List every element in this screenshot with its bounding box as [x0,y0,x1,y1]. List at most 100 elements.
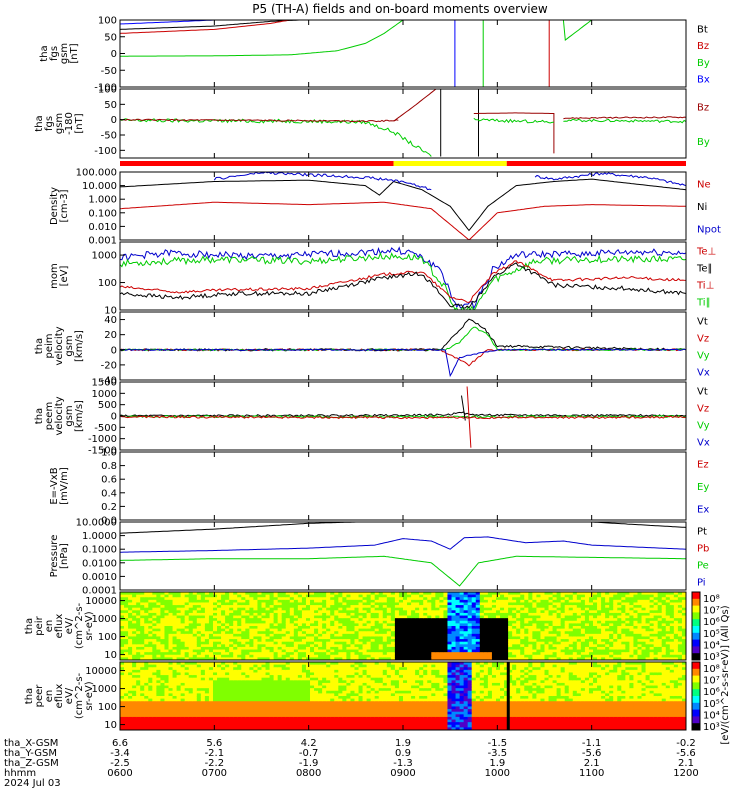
heatmap-cell [318,612,323,617]
heatmap-cell [233,615,238,619]
heatmap-cell [245,719,250,723]
legend-entry: Ti⊥ [696,281,714,292]
heatmap-cell [168,716,174,721]
heatmap-cell [204,706,210,710]
heatmap-cell [390,631,396,635]
heatmap-cell [204,612,210,617]
heatmap-cell [233,633,238,638]
heatmap-cell [314,599,319,604]
heatmap-cell [342,633,347,638]
heatmap-cell [204,607,210,611]
heatmap-cell [192,633,198,638]
heatmap-cell [370,626,376,630]
heatmap-cell [403,620,408,624]
heatmap-cell [621,623,626,627]
mode-bar-segment [506,161,686,166]
heatmap-cell [269,592,275,596]
heatmap-cell [657,594,663,598]
heatmap-cell [196,688,202,692]
heatmap-cell [245,631,250,635]
heatmap-cell [212,599,218,604]
heatmap-cell [196,631,202,635]
heatmap-cell [148,652,153,656]
heatmap-cell [645,615,651,619]
heatmap-cell [217,688,222,692]
heatmap-cell [225,696,230,700]
heatmap-cell [305,615,311,619]
heatmap-cell [346,592,352,596]
heatmap-cell [613,620,618,624]
heatmap-cell [233,612,238,617]
heatmap-cell [188,646,194,651]
heatmap-cell [273,649,279,653]
heatmap-cell [411,628,416,632]
heatmap-cell [200,623,206,627]
heatmap-cell [180,714,186,718]
heatmap-cell [536,646,542,651]
heatmap-cell [439,597,445,601]
heatmap-cell [245,672,250,676]
heatmap-cell [439,610,445,614]
heatmap-cell [407,623,412,627]
heatmap-cell [427,628,432,632]
heatmap-cell [423,652,428,656]
series-line [120,536,686,553]
heatmap-cell [188,597,194,601]
heatmap-cell [572,597,578,601]
heatmap-cell [512,599,517,604]
heatmap-cell [188,612,194,617]
heatmap-cell [148,716,153,721]
heatmap-cell [241,688,246,692]
y-axis-label: velocity [54,396,65,435]
heatmap-cell [613,607,618,611]
heatmap-cell [645,612,651,617]
heatmap-cell [633,605,639,609]
heatmap-cell [176,688,182,692]
heatmap-cell [124,644,129,648]
heatmap-cell [245,688,250,692]
heatmap-cell [124,727,129,730]
heatmap-cell [419,620,424,624]
heatmap-cell [208,722,214,726]
heatmap-cell [370,657,376,660]
heatmap-cell [184,618,190,622]
heatmap-cell [261,706,267,710]
heatmap-cell [221,690,226,694]
heatmap-cell [156,711,162,715]
heatmap-cell [322,607,327,611]
heatmap-cell [172,688,178,692]
heatmap-cell [148,649,153,653]
heatmap-cell [212,719,218,723]
heatmap-cell [366,607,372,611]
heatmap-cell [293,626,299,630]
heatmap-cell [132,716,137,721]
heatmap-cell [237,685,242,689]
heatmap-cell [196,628,202,632]
heatmap-cell [576,644,582,648]
heatmap-cell [673,639,679,643]
heatmap-cell [447,649,453,653]
heatmap-cell [354,607,360,611]
y-tick-label: 0 [111,412,117,423]
heatmap-cell [455,615,461,619]
heatmap-cell [653,646,659,651]
heatmap-cell [540,652,546,656]
heatmap-cell [483,623,489,627]
heatmap-cell [459,599,465,604]
y-tick-label: 10000 [85,596,117,607]
heatmap-cell [681,607,686,611]
heatmap-cell [269,701,275,705]
heatmap-cell [168,636,174,640]
heatmap-cell [459,612,465,617]
heatmap-cell [245,602,250,606]
heatmap-cell [645,607,651,611]
heatmap-cell [419,641,424,645]
heatmap-cell [645,633,651,638]
y-tick-label: 100 [98,85,117,96]
y-axis-label: gsm [59,43,70,64]
heatmap-cell [269,623,275,627]
heatmap-cell [265,693,271,697]
heatmap-cell [168,633,174,638]
heatmap-cell [516,620,521,624]
